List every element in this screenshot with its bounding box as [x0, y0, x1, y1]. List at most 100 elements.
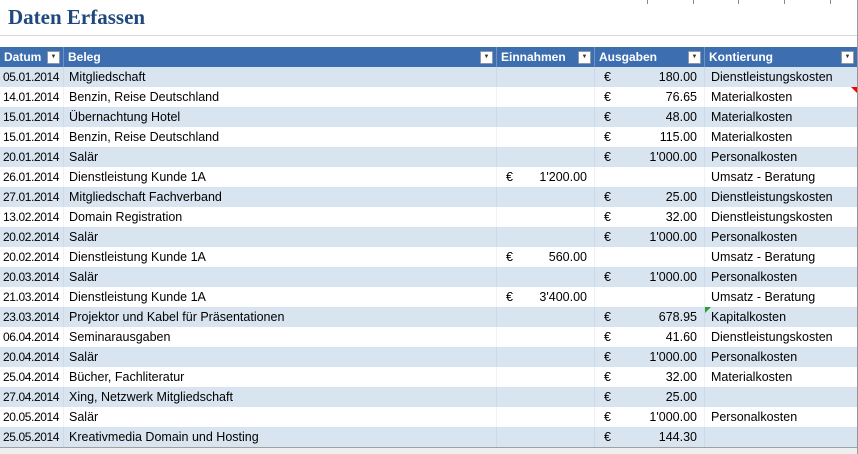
- cell-kontierung[interactable]: Dienstleistungskosten: [705, 207, 858, 227]
- cell-einnahmen[interactable]: [497, 227, 595, 247]
- cell-einnahmen[interactable]: [497, 207, 595, 227]
- cell-einnahmen[interactable]: [497, 387, 595, 407]
- cell-einnahmen[interactable]: €1'200.00: [497, 167, 595, 187]
- cell-einnahmen[interactable]: [497, 367, 595, 387]
- cell-ausgaben[interactable]: €180.00: [595, 67, 705, 87]
- cell-kontierung[interactable]: Kapitalkosten: [705, 307, 858, 327]
- cell-datum[interactable]: 27.04.2014: [0, 387, 64, 407]
- cell-kontierung[interactable]: Personalkosten: [705, 227, 858, 247]
- cell-datum[interactable]: 23.03.2014: [0, 307, 64, 327]
- cell-beleg[interactable]: Dienstleistung Kunde 1A: [64, 167, 497, 187]
- cell-beleg[interactable]: Salär: [64, 347, 497, 367]
- cell-ausgaben[interactable]: €32.00: [595, 367, 705, 387]
- cell-beleg[interactable]: Seminarausgaben: [64, 327, 497, 347]
- filter-dropdown-button-kontierung[interactable]: ▼: [841, 50, 854, 64]
- filter-dropdown-button-einnahmen[interactable]: ▼: [578, 50, 591, 64]
- cell-beleg[interactable]: Kreativmedia Domain und Hosting: [64, 427, 497, 447]
- cell-beleg[interactable]: Benzin, Reise Deutschland: [64, 87, 497, 107]
- cell-datum[interactable]: 13.02.2014: [0, 207, 64, 227]
- cell-datum[interactable]: 05.01.2014: [0, 67, 64, 87]
- cell-ausgaben[interactable]: €25.00: [595, 187, 705, 207]
- cell-datum[interactable]: 06.04.2014: [0, 327, 64, 347]
- cell-einnahmen[interactable]: [497, 127, 595, 147]
- cell-ausgaben[interactable]: €76.65: [595, 87, 705, 107]
- cell-datum[interactable]: 20.01.2014: [0, 147, 64, 167]
- cell-datum[interactable]: 27.01.2014: [0, 187, 64, 207]
- cell-beleg[interactable]: Mitgliedschaft: [64, 67, 497, 87]
- cell-ausgaben[interactable]: €1'000.00: [595, 407, 705, 427]
- cell-kontierung[interactable]: Dienstleistungskosten: [705, 327, 858, 347]
- cell-ausgaben[interactable]: €1'000.00: [595, 227, 705, 247]
- cell-beleg[interactable]: Dienstleistung Kunde 1A: [64, 287, 497, 307]
- filter-dropdown-button-datum[interactable]: ▼: [47, 50, 60, 64]
- cell-datum[interactable]: 25.04.2014: [0, 367, 64, 387]
- cell-kontierung[interactable]: Dienstleistungskosten: [705, 187, 858, 207]
- cell-ausgaben[interactable]: €1'000.00: [595, 267, 705, 287]
- cell-kontierung[interactable]: Personalkosten: [705, 267, 858, 287]
- cell-einnahmen[interactable]: €3'400.00: [497, 287, 595, 307]
- cell-ausgaben[interactable]: [595, 167, 705, 187]
- cell-beleg[interactable]: Übernachtung Hotel: [64, 107, 497, 127]
- filter-dropdown-button-ausgaben[interactable]: ▼: [688, 50, 701, 64]
- cell-beleg[interactable]: Domain Registration: [64, 207, 497, 227]
- cell-kontierung[interactable]: Umsatz - Beratung: [705, 287, 858, 307]
- cell-datum[interactable]: 21.03.2014: [0, 287, 64, 307]
- cell-beleg[interactable]: Salär: [64, 147, 497, 167]
- cell-ausgaben[interactable]: [595, 287, 705, 307]
- cell-beleg[interactable]: Salär: [64, 407, 497, 427]
- cell-einnahmen[interactable]: [497, 307, 595, 327]
- cell-einnahmen[interactable]: [497, 87, 595, 107]
- cell-beleg[interactable]: Bücher, Fachliteratur: [64, 367, 497, 387]
- cell-einnahmen[interactable]: [497, 427, 595, 447]
- cell-datum[interactable]: 26.01.2014: [0, 167, 64, 187]
- cell-kontierung[interactable]: Materialkosten: [705, 107, 858, 127]
- cell-datum[interactable]: 15.01.2014: [0, 107, 64, 127]
- cell-ausgaben[interactable]: €32.00: [595, 207, 705, 227]
- cell-kontierung[interactable]: Umsatz - Beratung: [705, 247, 858, 267]
- cell-datum[interactable]: 15.01.2014: [0, 127, 64, 147]
- cell-datum[interactable]: 20.05.2014: [0, 407, 64, 427]
- cell-datum[interactable]: 20.04.2014: [0, 347, 64, 367]
- cell-beleg[interactable]: Dienstleistung Kunde 1A: [64, 247, 497, 267]
- cell-kontierung[interactable]: Materialkosten: [705, 87, 858, 107]
- cell-kontierung[interactable]: Materialkosten: [705, 367, 858, 387]
- cell-einnahmen[interactable]: [497, 347, 595, 367]
- cell-kontierung[interactable]: Personalkosten: [705, 147, 858, 167]
- cell-kontierung[interactable]: Dienstleistungskosten: [705, 67, 858, 87]
- cell-ausgaben[interactable]: €41.60: [595, 327, 705, 347]
- cell-datum[interactable]: 20.02.2014: [0, 247, 64, 267]
- filter-dropdown-button-beleg[interactable]: ▼: [480, 50, 493, 64]
- cell-beleg[interactable]: Projektor und Kabel für Präsentationen: [64, 307, 497, 327]
- cell-einnahmen[interactable]: [497, 147, 595, 167]
- cell-ausgaben[interactable]: €144.30: [595, 427, 705, 447]
- cell-beleg[interactable]: Salär: [64, 267, 497, 287]
- cell-kontierung[interactable]: Personalkosten: [705, 347, 858, 367]
- cell-kontierung[interactable]: Umsatz - Beratung: [705, 167, 858, 187]
- cell-beleg[interactable]: Mitgliedschaft Fachverband: [64, 187, 497, 207]
- cell-beleg[interactable]: Benzin, Reise Deutschland: [64, 127, 497, 147]
- cell-ausgaben[interactable]: €115.00: [595, 127, 705, 147]
- cell-ausgaben[interactable]: €25.00: [595, 387, 705, 407]
- cell-datum[interactable]: 20.03.2014: [0, 267, 64, 287]
- cell-ausgaben[interactable]: €678.95: [595, 307, 705, 327]
- cell-datum[interactable]: 14.01.2014: [0, 87, 64, 107]
- cell-ausgaben[interactable]: €48.00: [595, 107, 705, 127]
- cell-kontierung[interactable]: [705, 387, 858, 407]
- cell-einnahmen[interactable]: [497, 107, 595, 127]
- cell-einnahmen[interactable]: [497, 67, 595, 87]
- cell-ausgaben[interactable]: €1'000.00: [595, 347, 705, 367]
- cell-einnahmen[interactable]: [497, 327, 595, 347]
- cell-einnahmen[interactable]: €560.00: [497, 247, 595, 267]
- cell-datum[interactable]: 20.02.2014: [0, 227, 64, 247]
- cell-datum[interactable]: 25.05.2014: [0, 427, 64, 447]
- cell-kontierung[interactable]: Materialkosten: [705, 127, 858, 147]
- cell-kontierung[interactable]: [705, 427, 858, 447]
- cell-ausgaben[interactable]: €1'000.00: [595, 147, 705, 167]
- cell-einnahmen[interactable]: [497, 267, 595, 287]
- cell-einnahmen[interactable]: [497, 187, 595, 207]
- cell-beleg[interactable]: Xing, Netzwerk Mitgliedschaft: [64, 387, 497, 407]
- cell-beleg[interactable]: Salär: [64, 227, 497, 247]
- cell-einnahmen[interactable]: [497, 407, 595, 427]
- cell-kontierung[interactable]: Personalkosten: [705, 407, 858, 427]
- cell-ausgaben[interactable]: [595, 247, 705, 267]
